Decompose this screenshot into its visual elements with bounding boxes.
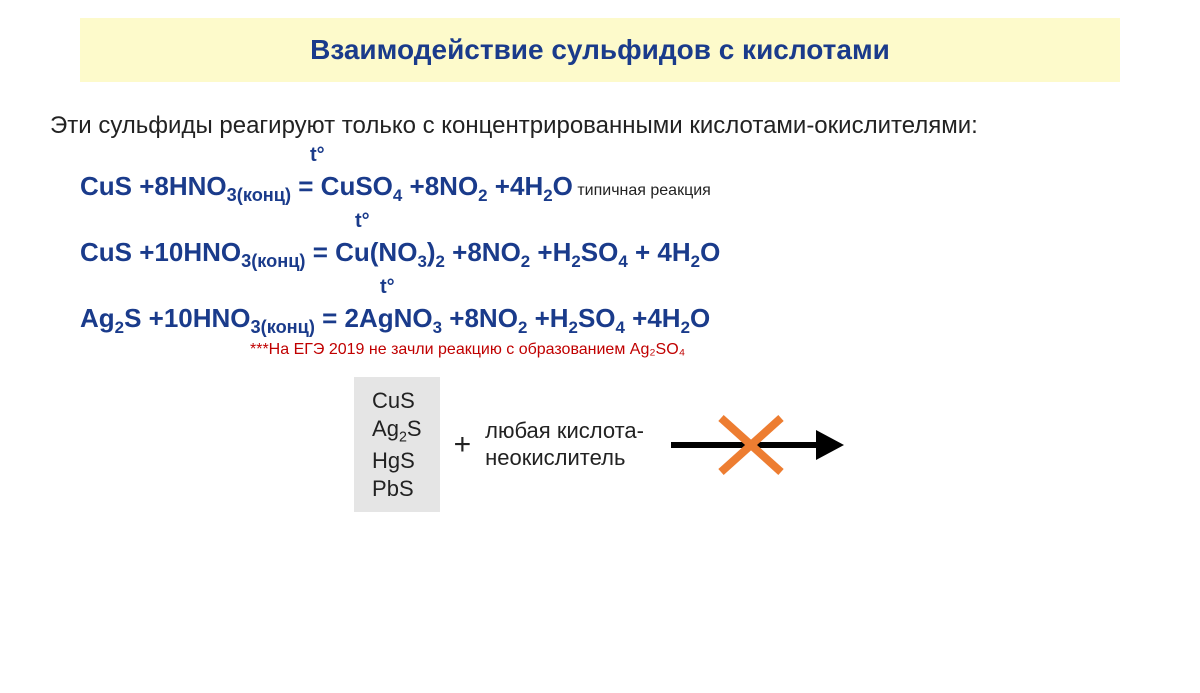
intro-text: Эти сульфиды реагируют только с концентр… <box>50 110 1150 141</box>
sulfide-box: CuS Ag2S HgS PbS <box>354 377 440 512</box>
equation-3: Ag2S +10HNO3(конц) = 2AgNO3 +8NO2 +H2SO4… <box>80 303 1160 339</box>
plus-sign: + <box>454 428 472 462</box>
equation-1: CuS +8HNO3(конц) = CuSO4 +8NO2 +4H2O тип… <box>80 171 1160 207</box>
temp-mark-2: t° <box>355 215 1160 227</box>
footnote: ***На ЕГЭ 2019 не зачли реакцию с образо… <box>250 341 1160 359</box>
acid-text: любая кислота- неокислитель <box>485 418 644 471</box>
arrow-cross-icon <box>666 410 846 480</box>
no-reaction-arrow <box>666 410 846 480</box>
temp-mark-1: t° <box>310 149 1160 161</box>
temp-mark-3: t° <box>380 281 1160 293</box>
slide-title: Взаимодействие сульфидов с кислотами <box>80 18 1120 82</box>
equations-block: t° CuS +8HNO3(конц) = CuSO4 +8NO2 +4H2O … <box>80 149 1160 359</box>
eq1-note: типичная реакция <box>573 182 711 199</box>
equation-2: CuS +10HNO3(конц) = Cu(NO3)2 +8NO2 +H2SO… <box>80 237 1160 273</box>
bottom-scheme: CuS Ag2S HgS PbS + любая кислота- неокис… <box>40 377 1160 512</box>
